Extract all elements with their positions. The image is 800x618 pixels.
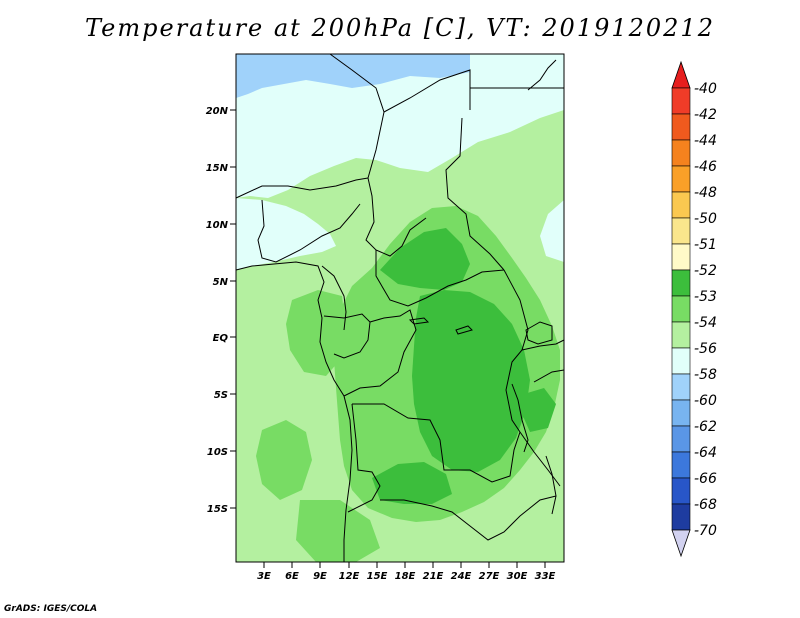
- dark-green-east-patch: [522, 388, 556, 432]
- colorbar-swatch: [671, 191, 691, 219]
- colorbar-label: -56: [694, 341, 717, 357]
- colorbar-label: -54: [694, 315, 717, 331]
- colorbar-label: -44: [694, 133, 717, 149]
- lat-tick-label: 20N: [206, 106, 229, 117]
- latitude-axis: 20N 15N 10N 5N EQ 5S 10S 15S: [206, 106, 236, 515]
- lat-tick-label: 15S: [207, 504, 228, 515]
- small-lake-2: [455, 325, 473, 335]
- longitude-axis: 3E 6E 9E 12E 15E 18E 21E 24E 27E 30E 33E: [257, 562, 556, 582]
- zambia-border: [380, 495, 557, 541]
- pale-cyan-north-region: [236, 54, 564, 198]
- lon-tick-label: 9E: [313, 571, 327, 582]
- colorbar-swatch: [671, 477, 691, 505]
- car-border: [375, 250, 505, 307]
- lon-tick-label: 21E: [423, 571, 444, 582]
- lon-tick-label: 3E: [257, 571, 271, 582]
- lon-tick-label: 6E: [285, 571, 299, 582]
- dark-green-south-core: [372, 462, 452, 504]
- sahara-border-1: [235, 177, 369, 199]
- sahara-border-3: [383, 69, 471, 113]
- colorbar-swatch: [671, 399, 691, 427]
- sahara-border-2: [329, 53, 385, 179]
- colorbar-label: -40: [694, 81, 717, 97]
- colorbar-swatch: [671, 217, 691, 245]
- dark-green-central-core: [412, 290, 530, 472]
- great-lakes-border: [503, 269, 561, 487]
- colorbar-swatch: [671, 269, 691, 297]
- medium-green-south-region: [296, 500, 380, 562]
- colorbar-label: -60: [694, 393, 717, 409]
- colorbar-top-arrow: [671, 60, 691, 89]
- tanzania-border: [533, 369, 565, 383]
- lat-tick-label: 10N: [206, 220, 229, 231]
- colorbar-label: -48: [694, 185, 717, 201]
- pale-cyan-east-region: [540, 200, 564, 262]
- colorbar-swatch: [671, 451, 691, 479]
- lat-tick-label: 10S: [207, 447, 228, 458]
- lon-tick-label: 15E: [367, 571, 388, 582]
- map-panel: [236, 54, 564, 562]
- red-sea-coast: [527, 59, 557, 91]
- lat-tick-label: EQ: [213, 333, 229, 344]
- sudan-border-2: [445, 117, 505, 271]
- medium-green-southwest-region: [256, 420, 312, 500]
- light-blue-patch-1: [320, 58, 366, 74]
- colorbar-swatch: [671, 113, 691, 141]
- country-borders: [235, 53, 565, 562]
- colorbar-swatch: [671, 347, 691, 375]
- lake-malawi: [545, 455, 557, 515]
- colorbar-label: -52: [694, 263, 717, 279]
- drc-south-border: [352, 403, 521, 483]
- lon-tick-label: 30E: [507, 571, 528, 582]
- colorbar-label: -53: [694, 289, 717, 305]
- colorbar-label: -70: [694, 523, 717, 539]
- colorbar-swatch: [671, 373, 691, 401]
- colorbar-swatch: [671, 321, 691, 349]
- east-africa-border: [521, 339, 565, 351]
- map-title: Temperature at 200hPa [C], VT: 201912021…: [85, 14, 715, 42]
- colorbar-swatch: [671, 243, 691, 271]
- colorbar-swatch: [671, 139, 691, 167]
- colorbar-swatch: [671, 295, 691, 323]
- colorbar-label: -62: [694, 419, 717, 435]
- medium-green-west-region: [286, 290, 346, 376]
- colorbar-label: -51: [694, 237, 717, 253]
- gabon-border: [323, 313, 371, 359]
- lat-tick-label: 5N: [213, 277, 229, 288]
- angola-border: [347, 403, 381, 513]
- congo-border: [343, 309, 417, 397]
- lake-victoria: [525, 321, 553, 345]
- map-frame: [235, 53, 565, 563]
- lon-tick-label: 27E: [479, 571, 500, 582]
- lon-tick-label: 33E: [535, 571, 556, 582]
- colorbar: -40 -42 -44 -46 -48 -50 -51 -52 -53 -54 -56 -58 -60 -…: [671, 60, 717, 558]
- nigeria-border: [257, 199, 361, 263]
- colorbar-label: -66: [694, 471, 717, 487]
- dark-green-north-core: [380, 228, 470, 290]
- colorbar-label: -58: [694, 367, 717, 383]
- lake-tanganyika: [511, 383, 529, 453]
- colorbar-swatch: [671, 165, 691, 193]
- small-lake-1: [408, 317, 430, 325]
- colorbar-label: -50: [694, 211, 717, 227]
- lon-tick-label: 24E: [451, 571, 472, 582]
- colorbar-swatch: [671, 87, 691, 115]
- colorbar-swatch: [671, 425, 691, 453]
- colorbar-swatch: [671, 503, 691, 531]
- colorbar-label: -46: [694, 159, 717, 175]
- colorbar-label: -68: [694, 497, 717, 513]
- lat-tick-label: 5S: [214, 390, 228, 401]
- colorbar-bottom-arrow: [671, 529, 691, 558]
- lon-tick-label: 18E: [395, 571, 416, 582]
- grads-credit: GrADS: IGES/COLA: [4, 604, 98, 614]
- colorbar-label: -42: [694, 107, 717, 123]
- west-coastline: [235, 261, 353, 562]
- light-blue-top-band: [236, 54, 470, 98]
- lon-tick-label: 12E: [339, 571, 360, 582]
- lat-tick-label: 15N: [206, 163, 229, 174]
- colorbar-label: -64: [694, 445, 717, 461]
